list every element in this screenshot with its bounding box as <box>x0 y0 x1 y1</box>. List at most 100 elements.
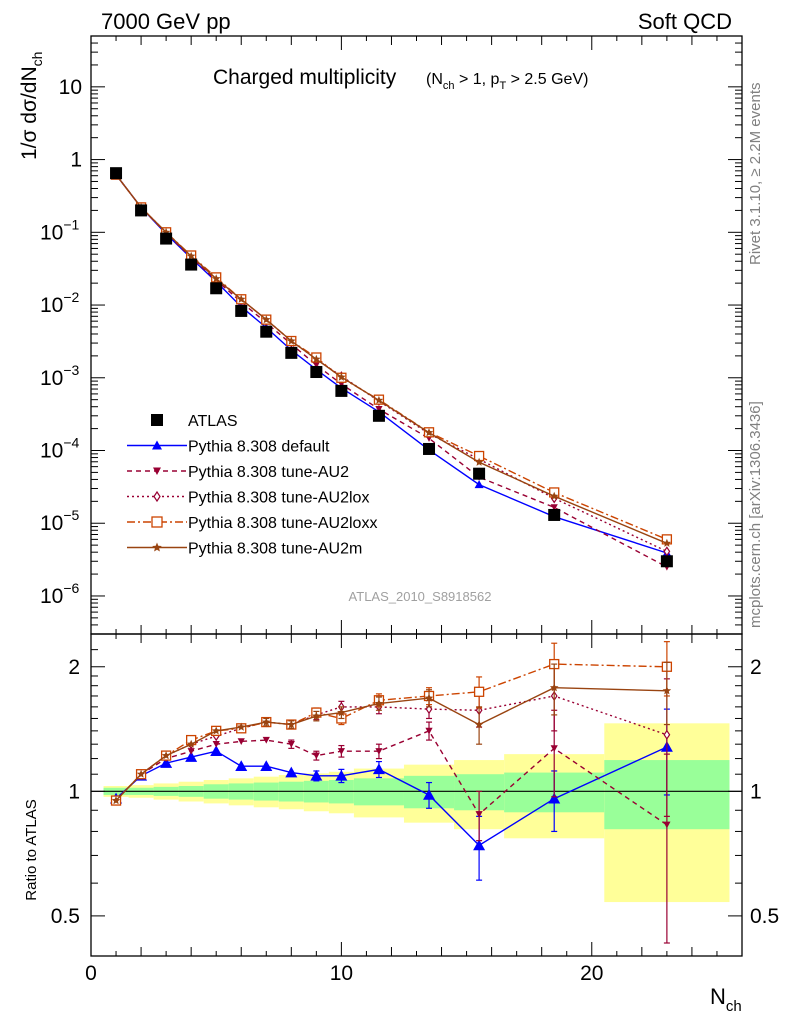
ratio-series-layer <box>110 641 673 944</box>
marker-triangle-up <box>210 745 223 757</box>
marker-square <box>110 167 123 180</box>
marker-star <box>186 251 196 260</box>
marker-star <box>152 542 162 552</box>
ratio-y-tick-label-right: 1 <box>750 780 762 803</box>
marker-star <box>262 315 271 324</box>
marker-star <box>211 726 221 735</box>
ratio-frame <box>90 633 743 957</box>
marker-triangle-up <box>160 757 173 768</box>
y-tick-exponent: −3 <box>63 362 79 378</box>
marker-triangle-up <box>152 440 162 450</box>
marker-star <box>374 395 384 404</box>
marker-star <box>161 751 171 760</box>
marker-square <box>548 508 561 521</box>
marker-triangle-down <box>550 745 558 752</box>
ratio-y-tick-label-left: 1 <box>68 780 80 803</box>
marker-square <box>285 346 298 359</box>
marker-star <box>474 457 484 466</box>
ratio-series-2 <box>112 709 671 944</box>
marker-star <box>549 683 559 692</box>
legend-label: Pythia 8.308 tune-AU2lox <box>188 490 369 507</box>
marker-star <box>337 708 346 717</box>
ratio-y-tick-label-left: 0.5 <box>51 905 80 928</box>
header-right: Soft QCD <box>638 9 732 34</box>
y-tick-base: 10 <box>40 585 63 608</box>
ratio-y-axis-title: Ratio to ATLAS <box>23 799 40 900</box>
marker-star <box>287 336 296 345</box>
main-title-sub: (Nch > 1, pT > 2.5 GeV) <box>426 71 588 92</box>
analysis-id: ATLAS_2010_S8918562 <box>349 589 492 604</box>
y-tick-base: 10 <box>40 367 63 390</box>
legend: ATLAS Pythia 8.308 default Pythia 8.308 tu… <box>127 413 377 558</box>
main-series-layer <box>110 167 673 571</box>
marker-square <box>423 442 436 455</box>
y-tick-label: 10−5 <box>40 507 80 535</box>
marker-square <box>372 409 385 422</box>
marker-square <box>335 384 348 397</box>
marker-star <box>662 538 672 547</box>
legend-label: Pythia 8.308 tune-AU2 <box>188 464 349 481</box>
marker-star <box>312 354 321 363</box>
ratio-series-5 <box>111 661 672 805</box>
legend-item: Pythia 8.308 tune-AU2 <box>127 464 349 481</box>
ratio-y-tick-label-right: 2 <box>750 656 762 679</box>
marker-triangle-down <box>337 748 345 755</box>
legend-label: ATLAS <box>188 413 238 430</box>
y-tick-exponent: −4 <box>63 435 79 451</box>
marker-square <box>160 232 173 245</box>
legend-item: Pythia 8.308 tune-AU2m <box>127 541 362 558</box>
x-axis-title: Nch <box>710 984 742 1015</box>
marker-triangle-down <box>475 811 483 818</box>
marker-square <box>135 204 148 217</box>
marker-star <box>136 769 146 778</box>
marker-triangle-up <box>548 792 561 804</box>
ratio-y-tick-label-left: 2 <box>68 656 80 679</box>
marker-triangle-down <box>153 467 161 475</box>
marker-star <box>312 711 321 720</box>
legend-item: Pythia 8.308 tune-AU2loxx <box>127 515 377 532</box>
marker-open-diamond <box>153 490 161 503</box>
marker-star <box>424 693 434 702</box>
marker-square <box>185 258 198 271</box>
legend-label: Pythia 8.308 tune-AU2loxx <box>188 515 377 532</box>
y-tick-label: 10−6 <box>40 580 80 608</box>
marker-star <box>237 722 246 731</box>
ratio-axis-ticks: 0.5 0.51 12 20 10 20 <box>51 633 779 985</box>
marker-star <box>337 372 346 381</box>
y-tick-base: 10 <box>40 294 63 317</box>
y-tick-label: 10−2 <box>40 289 80 317</box>
main-plot-area <box>91 36 742 634</box>
marker-triangle-up <box>473 839 486 851</box>
x-tick-label: 0 <box>85 962 97 985</box>
marker-triangle-up <box>474 480 484 489</box>
main-y-axis-title: 1/σ dσ/dNch <box>18 52 45 160</box>
marker-square <box>310 366 323 379</box>
marker-star <box>374 699 384 708</box>
marker-square <box>660 555 673 568</box>
marker-triangle-down <box>287 741 295 748</box>
legend-label: Pythia 8.308 default <box>188 439 330 456</box>
legend-label: Pythia 8.308 tune-AU2m <box>188 541 362 558</box>
marker-star <box>186 739 196 748</box>
y-tick-label: 1 <box>70 149 82 172</box>
marker-triangle-down <box>663 821 671 829</box>
marker-triangle-up <box>423 788 436 800</box>
marker-star <box>237 294 246 303</box>
header-left: 7000 GeV pp <box>101 9 231 34</box>
side-label-mcplots: mcplots.cern.ch [arXiv:1306.3436] <box>747 401 764 628</box>
marker-triangle-down <box>187 748 195 755</box>
panel-frames <box>90 35 743 957</box>
marker-triangle-down <box>375 406 383 413</box>
marker-open-diamond <box>663 729 671 740</box>
y-tick-base: 10 <box>40 512 63 535</box>
marker-triangle-up <box>235 760 248 772</box>
marker-star <box>262 717 271 726</box>
legend-item: Pythia 8.308 default <box>127 439 330 456</box>
marker-star <box>549 491 559 500</box>
marker-star <box>662 686 672 695</box>
y-tick-exponent: −2 <box>63 289 79 305</box>
y-tick-base: 10 <box>40 440 63 463</box>
marker-triangle-down <box>312 361 320 369</box>
marker-triangle-down <box>425 727 433 735</box>
